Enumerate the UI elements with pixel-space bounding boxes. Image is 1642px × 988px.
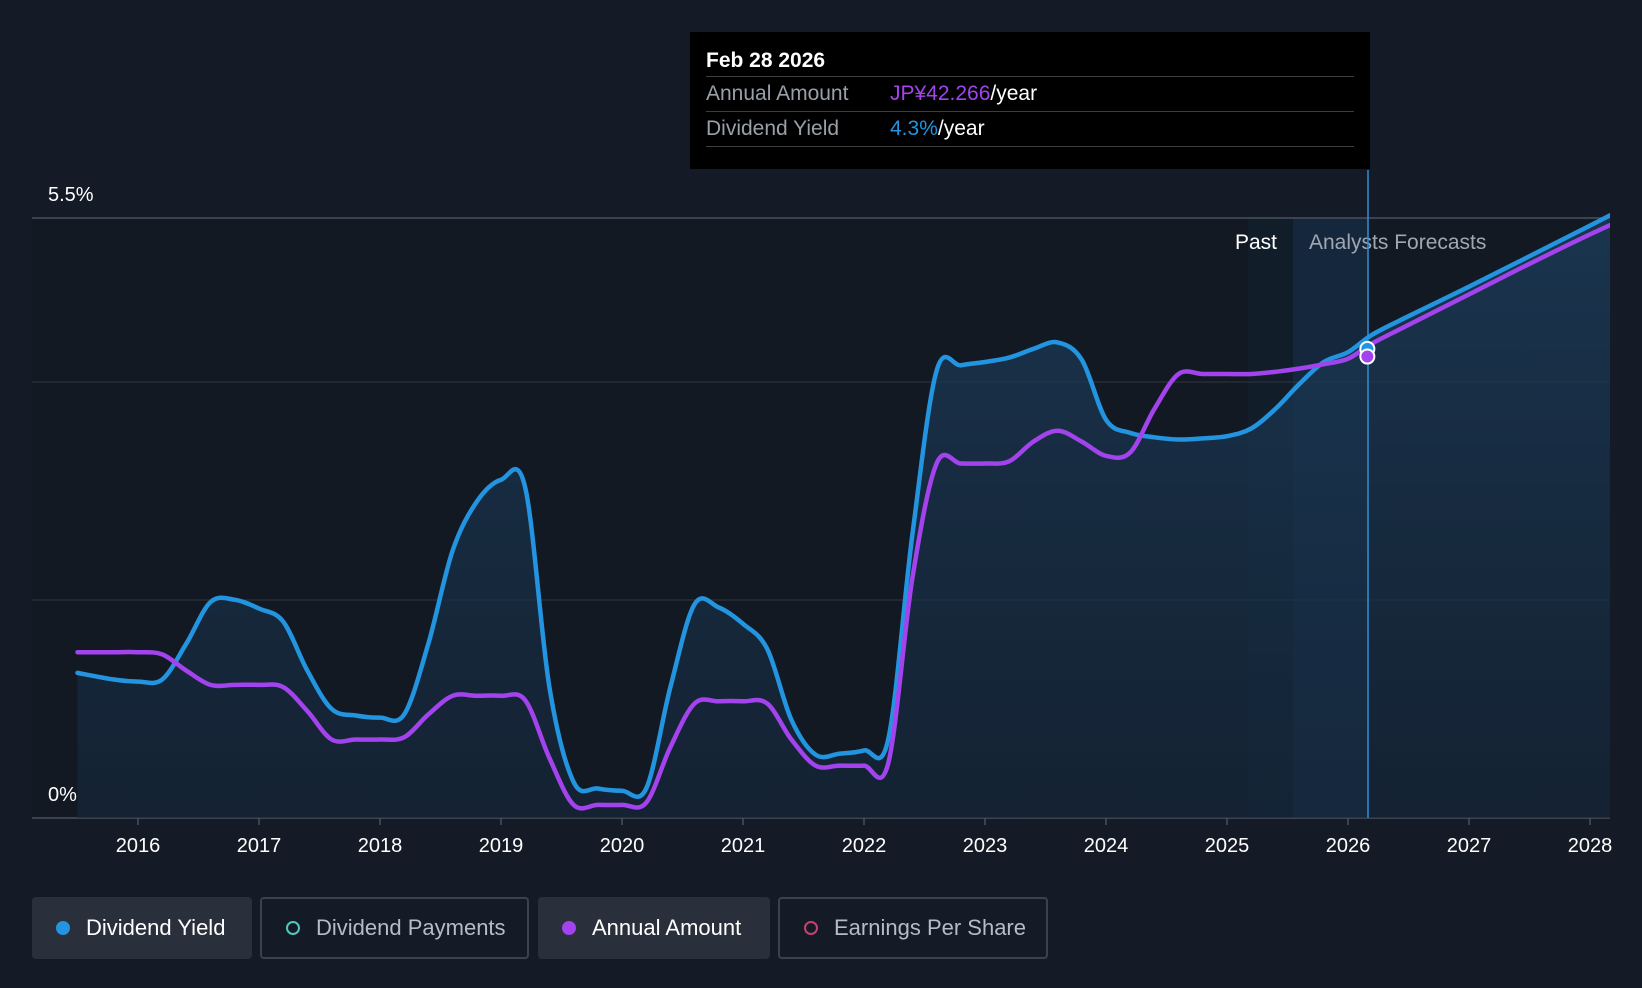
tooltip-row-dividend-yield: Dividend Yield 4.3%/year <box>706 112 1354 147</box>
tooltip-label: Annual Amount <box>706 82 849 105</box>
legend-dot-filled-icon <box>56 921 70 935</box>
legend-label: Dividend Yield <box>86 915 226 940</box>
legend-dot-filled-icon <box>562 921 576 935</box>
x-tick-label: 2023 <box>963 835 1008 857</box>
x-tick-label: 2028 <box>1568 835 1613 857</box>
legend-dot-outline-icon <box>804 921 818 935</box>
tooltip-suffix: /year <box>937 117 985 140</box>
forecast-label: Analysts Forecasts <box>1309 231 1486 254</box>
x-tick-label: 2016 <box>116 835 161 857</box>
tooltip-date: Feb 28 2026 <box>706 46 1354 77</box>
x-tick-label: 2024 <box>1084 835 1129 857</box>
x-tick-label: 2025 <box>1205 835 1250 857</box>
x-tick-label: 2019 <box>479 835 524 857</box>
tooltip-value-annual-amount: JP¥42.266 <box>890 82 991 105</box>
legend-label: Annual Amount <box>592 915 742 940</box>
x-tick-label: 2022 <box>842 835 887 857</box>
legend-label: Earnings Per Share <box>834 915 1026 940</box>
x-tick-label: 2018 <box>358 835 403 857</box>
x-tick-label: 2026 <box>1326 835 1371 857</box>
x-tick-label: 2027 <box>1447 835 1492 857</box>
x-tick-label: 2017 <box>237 835 282 857</box>
tooltip-row-annual-amount: Annual Amount JP¥42.266/year <box>706 77 1354 112</box>
tooltip-value-dividend-yield: 4.3% <box>890 117 938 140</box>
tooltip-suffix: /year <box>990 82 1038 105</box>
annual-amount-marker <box>1359 348 1376 365</box>
y-label-bottom: 0% <box>48 784 77 806</box>
x-tick-label: 2020 <box>600 835 645 857</box>
legend-dot-outline-icon <box>286 921 300 935</box>
legend-dividend-payments[interactable]: Dividend Payments <box>260 897 529 959</box>
legend-annual-amount[interactable]: Annual Amount <box>538 897 770 959</box>
tooltip: Feb 28 2026 Annual Amount JP¥42.266/year… <box>690 32 1370 169</box>
dividend-yield-line[interactable] <box>75 207 1627 799</box>
x-axis-ticks: 2016 2017 2018 2019 2020 2021 2022 2023 2024 2025… <box>116 818 1613 857</box>
dividend-yield-area <box>77 215 1610 818</box>
annual-amount-line[interactable] <box>75 218 1627 811</box>
legend-earnings-per-share[interactable]: Earnings Per Share <box>778 897 1048 959</box>
tooltip-label: Dividend Yield <box>706 117 840 140</box>
legend-dividend-yield[interactable]: Dividend Yield <box>32 897 252 959</box>
past-label: Past <box>1235 231 1277 254</box>
x-tick-label: 2021 <box>721 835 766 857</box>
y-label-top: 5.5% <box>48 184 94 206</box>
legend-label: Dividend Payments <box>316 915 506 940</box>
